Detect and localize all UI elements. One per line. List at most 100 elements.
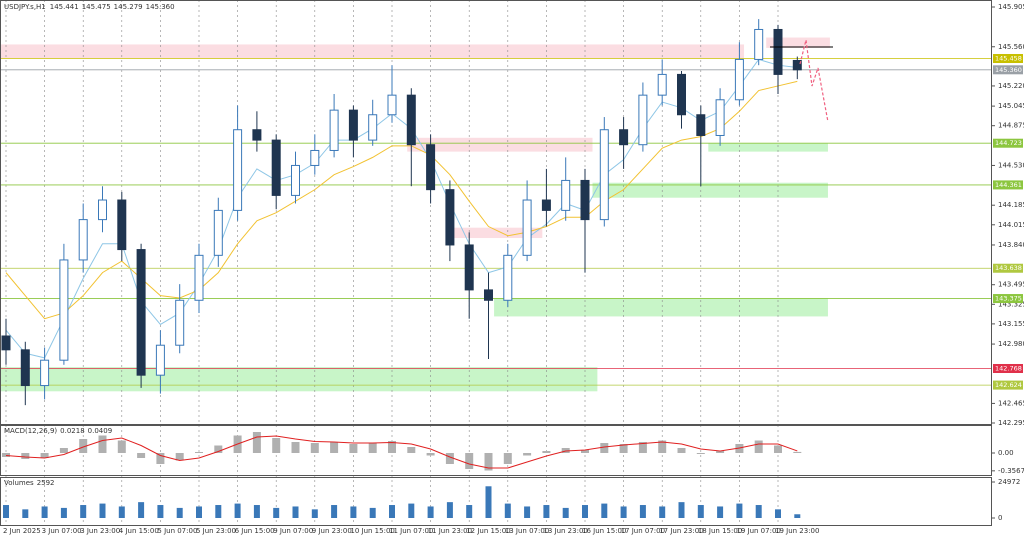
y-tick-label: 143.840	[998, 241, 1024, 249]
level-label: 143.375	[995, 295, 1022, 303]
macd-bar	[426, 453, 435, 456]
x-tick-label: 3 Jun 07:00	[42, 527, 82, 535]
volume-bar	[446, 502, 453, 518]
volume-bar	[562, 507, 569, 518]
volume-bar	[292, 506, 299, 518]
candle-body	[59, 259, 69, 361]
volume-panel-frame	[0, 477, 992, 526]
volume-bar	[22, 509, 29, 518]
zone	[708, 143, 828, 152]
macd-bar	[310, 443, 319, 453]
volume-bar	[408, 503, 415, 518]
volume-header: Volumes 2592	[4, 479, 55, 487]
volume-value: 2592	[37, 479, 55, 487]
candle-body	[98, 199, 107, 221]
x-tick-label: 12 Jun 15:00	[466, 527, 510, 535]
volume-bar	[794, 514, 801, 518]
macd-bar	[156, 453, 165, 464]
level-label-bg	[993, 363, 1023, 373]
macd-header: MACD(12,26,9) 0.0218 0.0409	[4, 427, 112, 435]
candle-body	[734, 58, 744, 101]
macd-bar	[407, 447, 416, 453]
volume-bar	[41, 506, 48, 518]
macd-bar	[581, 450, 589, 453]
y-tick-label: 143.495	[998, 281, 1024, 289]
x-tick-label: 19 Jun 23:00	[775, 527, 819, 535]
candle-body	[657, 73, 667, 96]
candle-body	[580, 179, 590, 221]
macd-bar	[754, 440, 763, 453]
y-tick-label: 144.015	[998, 221, 1024, 229]
level-label-bg	[993, 380, 1023, 390]
candle-body	[619, 129, 629, 146]
candle-body	[329, 109, 339, 151]
layers	[1, 0, 992, 526]
x-tick-label: 13 Jun 07:00	[505, 527, 549, 535]
zone	[447, 227, 543, 239]
volume-bar	[60, 507, 67, 518]
level-label: 142.624	[995, 381, 1022, 389]
x-tick-label: 16 Jun 15:00	[582, 527, 626, 535]
level-label: 144.361	[995, 181, 1022, 189]
macd-bar	[330, 442, 339, 453]
marks	[1, 19, 992, 518]
macd-bar	[445, 453, 454, 464]
volume-bar	[736, 503, 743, 518]
x-tick-label: 6 Jun 15:00	[235, 527, 275, 535]
candle-body	[561, 179, 571, 211]
candle-body	[445, 189, 455, 246]
macd-bar	[793, 451, 802, 453]
candle-body	[368, 114, 378, 141]
candle-body	[792, 59, 802, 71]
candle-body	[136, 249, 146, 376]
zone	[766, 37, 830, 48]
y-tick-label: 0.00	[998, 449, 1014, 457]
x-tick-label: 9 Jun 07:00	[273, 527, 313, 535]
volume-bar	[389, 505, 395, 518]
macd-bar	[677, 448, 686, 453]
x-tick-label: 11 Jun 07:00	[389, 527, 433, 535]
volume-bar	[215, 505, 222, 518]
macd-bar	[388, 441, 396, 453]
candle-body	[291, 164, 300, 196]
candle-body	[1, 335, 11, 351]
level-label: 142.768	[995, 364, 1022, 372]
macd-bar	[214, 445, 223, 453]
signal-value: 0.0409	[88, 427, 113, 435]
volume-bar	[524, 506, 531, 518]
y-tick-label: 0	[998, 514, 1002, 522]
macd-bar	[465, 453, 474, 469]
volume-bar	[176, 507, 183, 518]
candle-body	[40, 359, 50, 387]
level-label-bg	[993, 180, 1023, 190]
candle-body	[194, 254, 204, 301]
macd-panel-frame	[0, 425, 992, 476]
y-tick-label: 143.325	[998, 300, 1024, 308]
macd-bar	[542, 451, 551, 453]
macd-bar	[175, 453, 184, 461]
x-tick-label: 2 Jun 2025	[3, 527, 41, 535]
candle-body	[677, 73, 686, 116]
volume-bar	[466, 505, 473, 518]
x-tick-label: 18 Jun 15:00	[698, 527, 742, 535]
macd-bar	[2, 453, 10, 457]
level-label-bg	[993, 138, 1023, 148]
candle-body	[638, 94, 648, 146]
candle-body	[78, 219, 88, 261]
volume-bar	[80, 505, 87, 518]
macd-bar	[658, 440, 667, 453]
x-tick-label: 4 Jun 15:00	[119, 527, 159, 535]
quote-high: 145.475	[82, 3, 111, 11]
macd-bar	[619, 444, 628, 453]
candle-body	[20, 349, 30, 387]
macd-bar	[252, 432, 261, 453]
candle-body	[155, 344, 165, 376]
candle-body	[464, 244, 474, 291]
volume-bar	[755, 505, 762, 518]
zone	[1, 367, 598, 392]
macd-bar	[774, 445, 782, 453]
macd-bar	[503, 453, 512, 464]
signal-line	[5, 435, 798, 469]
macd-bar	[21, 453, 30, 459]
